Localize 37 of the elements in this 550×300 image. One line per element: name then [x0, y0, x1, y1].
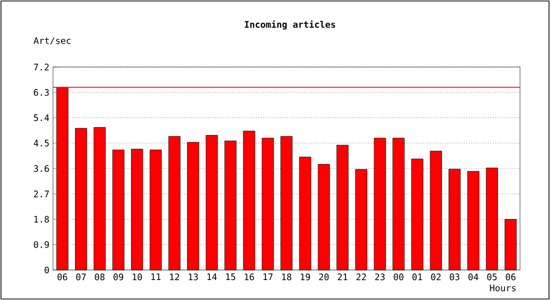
- y-tick-label: 6.3: [34, 88, 49, 96]
- x-tick-label: 03: [450, 274, 460, 280]
- x-tick-label: 17: [264, 274, 273, 280]
- x-tick-label: 12: [170, 274, 180, 280]
- chart-title: Incoming articles: [244, 20, 336, 30]
- x-tick-label: 00: [394, 274, 404, 280]
- x-tick-label: 11: [151, 274, 161, 280]
- y-tick-label: 4.5: [34, 140, 49, 146]
- x-tick-label: 18: [282, 274, 292, 280]
- x-tick-label: 07: [76, 274, 86, 280]
- x-tick-label: 16: [244, 274, 254, 280]
- x-tick-label: 23: [375, 274, 385, 280]
- x-tick-label: 22: [356, 274, 366, 280]
- x-tick-label: 21: [338, 274, 348, 280]
- x-tick-label: 08: [94, 274, 105, 280]
- y-tick-label: 7.2: [34, 64, 49, 70]
- y-tick-label: 0.9: [34, 241, 49, 248]
- x-tick-label: 20: [319, 274, 329, 280]
- y-tick-label: 3.6: [34, 165, 49, 172]
- x-tick-label: 05: [487, 274, 497, 280]
- x-tick-label: 10: [132, 274, 142, 280]
- x-tick-label: 13: [188, 274, 198, 280]
- x-tick-label: 09: [114, 274, 124, 280]
- x-tick-label: 01: [412, 274, 422, 280]
- x-tick-label: 04: [468, 274, 478, 280]
- x-tick-label: 06: [506, 274, 516, 280]
- y-tick-label: 1.8: [34, 216, 49, 223]
- y-tick-label: 5.4: [34, 114, 50, 122]
- x-tick-label: 14: [207, 274, 217, 280]
- y-axis-title: Art/sec: [34, 37, 71, 45]
- y-tick-label: 2.7: [34, 190, 49, 198]
- x-tick-label: 02: [431, 274, 441, 280]
- y-tick-label: 0: [44, 266, 49, 274]
- x-tick-label: 19: [300, 274, 310, 280]
- x-tick-label: 06: [58, 274, 68, 280]
- x-tick-label: 15: [226, 274, 236, 280]
- x-axis-title: Hours: [490, 284, 516, 292]
